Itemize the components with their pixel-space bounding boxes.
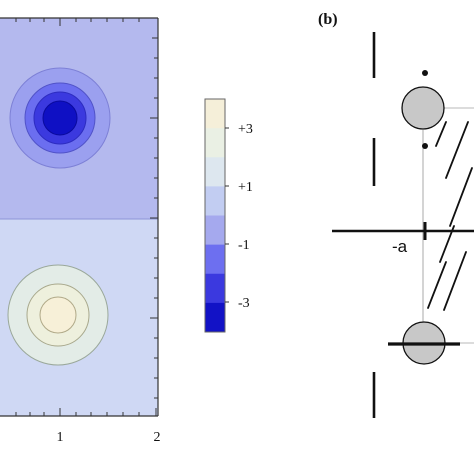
diagonal-strokes bbox=[427, 121, 473, 311]
upper-dot-bottom bbox=[422, 143, 428, 149]
colorbar-tick-label-plus1: +1 bbox=[238, 180, 253, 195]
contour-ring-bottom-3 bbox=[39, 296, 77, 334]
contour-bottom-rings bbox=[7, 264, 109, 366]
colorbar-level-8 bbox=[205, 302, 225, 333]
colorbar-level-3 bbox=[205, 157, 225, 187]
colorbar-tick-label-minus1: -1 bbox=[238, 238, 250, 253]
contour-top-rings bbox=[9, 67, 111, 169]
colorbar-level-2 bbox=[205, 128, 225, 158]
colorbar-frame bbox=[204, 98, 226, 333]
colorbar-levels bbox=[205, 99, 225, 333]
panel-b-label: (b) bbox=[318, 11, 338, 28]
panel-b: (b) -a bbox=[318, 11, 474, 418]
colorbar-level-6 bbox=[205, 244, 225, 275]
colorbar-level-7 bbox=[205, 273, 225, 304]
panel-a: 1 2 bbox=[0, 17, 161, 445]
top-ticks bbox=[15, 18, 140, 26]
colorbar-level-1 bbox=[205, 99, 225, 129]
x-tick-label-1: 1 bbox=[57, 430, 64, 445]
colorbar-level-4 bbox=[205, 186, 225, 216]
colorbar-tick-label-plus3: +3 bbox=[238, 122, 253, 137]
contour-ring-top-4 bbox=[42, 100, 78, 136]
right-ticks bbox=[150, 37, 158, 399]
colorbar: +3 +1 -1 -3 bbox=[204, 98, 253, 333]
colorbar-tick-label-minus3: -3 bbox=[238, 296, 250, 311]
x-tick-label-2: 2 bbox=[154, 430, 161, 445]
upper-dot-top bbox=[422, 70, 428, 76]
colorbar-ticks bbox=[225, 127, 229, 303]
upper-circle bbox=[401, 86, 445, 130]
colorbar-level-5 bbox=[205, 215, 225, 246]
point-label-minus-a: -a bbox=[392, 237, 408, 256]
bottom-ticks bbox=[15, 408, 157, 416]
plot-frame bbox=[0, 17, 159, 417]
